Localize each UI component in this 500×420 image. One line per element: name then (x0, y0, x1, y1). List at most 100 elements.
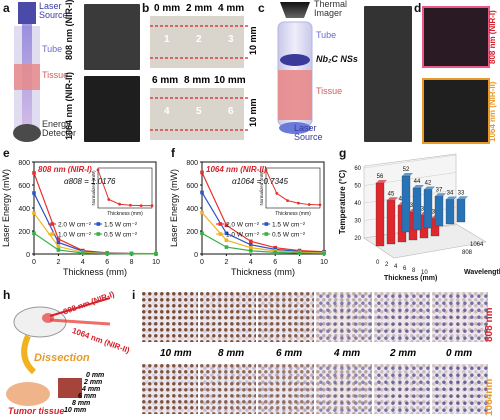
histology-tile-0-4 (374, 292, 430, 342)
g-ztick-3: 50 (354, 184, 361, 190)
g-xtick-4: 8 (412, 268, 416, 274)
e-legend-label-1: 1.5 W cm⁻² (104, 222, 138, 229)
f-legend-label-0: 2.0 W cm⁻² (226, 222, 260, 229)
photo-808-setup (84, 4, 140, 70)
g-bar-top-1-2 (424, 186, 435, 190)
e-xlabel: Thickness (mm) (63, 267, 127, 277)
f-xtick-label-0: 0 (200, 259, 204, 266)
e-legend-label-2: 1.0 W cm⁻² (58, 232, 92, 239)
g-grid-4 (363, 154, 457, 169)
g-bar-0-0 (375, 182, 385, 247)
f-point-3-2 (249, 248, 253, 253)
g-bar-1-1 (412, 187, 422, 231)
d-808-label: 808 nm (NIR-I) (488, 10, 497, 64)
e-point-2-0 (32, 211, 36, 215)
f-inset-point-5 (318, 203, 322, 207)
e-legend-marker-0 (50, 222, 55, 226)
f-point-3-5 (322, 251, 326, 256)
g-bar-label-1-3: 37 (436, 187, 443, 193)
b-bot-num-1: 5 (196, 106, 202, 117)
f-legend-marker-3 (264, 232, 269, 236)
f-inset-line (265, 169, 321, 206)
e-inset-frame (97, 167, 153, 209)
g-ztick-1: 30 (354, 219, 361, 225)
laser-source-c-label: Laser Source (294, 123, 323, 142)
histology-tile-1-2 (258, 364, 314, 414)
f-point-2-0 (200, 210, 204, 215)
panel-f: f 1064 nm (NIR-II) 0 200 400 600 800 0 2 4 6 8 10 Th… (168, 146, 336, 286)
f-xtick-label-2: 4 (249, 259, 253, 266)
f-legend-label-3: 0.5 W cm⁻² (272, 232, 306, 239)
e-point-3-1 (56, 248, 61, 252)
g-bar-label-1-2: 42 (425, 181, 432, 187)
g-xtick-2: 4 (394, 264, 398, 270)
h-thick-1: 2 mm (84, 379, 103, 386)
e-point-3-3 (105, 251, 109, 256)
panel-label-e: e (3, 146, 10, 160)
e-inset-point-4 (139, 204, 143, 208)
b-top-num-1: 2 (196, 34, 202, 45)
e-inset-xlabel: Thickness (mm) (107, 211, 143, 217)
f-point-1-0 (200, 190, 204, 195)
panel-label-f: f (171, 146, 175, 160)
g-bar-label-0-1: 45 (388, 191, 395, 197)
g-ztick-2: 40 (354, 201, 361, 207)
g-bar-top-0-0 (376, 180, 387, 183)
photo-b-bottom (150, 88, 244, 140)
f-title: 1064 nm (NIR-II) (206, 165, 267, 174)
nb2c-label: Nb₂C NSs (316, 54, 358, 64)
chart-f-svg: 1064 nm (NIR-II) 0 200 400 600 800 0 2 4 6 8 10 Thic… (169, 160, 328, 277)
i-mid-label-0: 10 mm (160, 348, 192, 359)
b-top-thick-1: 2 mm (186, 3, 213, 14)
f-point-3-4 (297, 251, 302, 255)
energy-detector (13, 124, 41, 142)
g-bar-1-5 (456, 199, 466, 223)
g-xtick-5: 10 (421, 270, 428, 276)
h-thick-2: 4 mm (82, 386, 101, 393)
histology-tile-0-3 (316, 292, 372, 342)
histology-tile-1-5 (432, 364, 488, 414)
g-xtick-0: 0 (376, 260, 380, 266)
dissection-arrow (21, 334, 37, 375)
f-point-2-1 (224, 238, 229, 242)
laser-808-beam (49, 297, 111, 317)
e-ytick-label-1: 200 (18, 229, 30, 236)
i-mid-label-4: 2 mm (390, 348, 417, 359)
e-point-0-1 (56, 237, 61, 241)
f-legend-label-1: 1.5 W cm⁻² (272, 222, 306, 229)
g-bar-top-1-0 (402, 173, 413, 176)
e-legend-label-3: 0.5 W cm⁻² (104, 232, 138, 239)
f-legend-marker-2 (218, 232, 223, 236)
g-bar-label-1-0: 52 (403, 167, 410, 173)
f-xtick-label-1: 2 (224, 259, 228, 266)
d-1064-thermal-grid (422, 78, 490, 144)
e-inset-point-1 (107, 198, 111, 201)
panel-a: a Laser Source Tube Tissue Energy Detect… (0, 0, 88, 144)
e-point-3-4 (129, 251, 134, 256)
e-ytick-label-4: 800 (18, 160, 30, 167)
e-ytick-label-0: 0 (26, 252, 30, 259)
i-1064-side: 1064nm (484, 378, 495, 416)
dissection-label: Dissection (34, 352, 90, 364)
d-808-thermal-grid (422, 6, 490, 68)
panel-c-schematic (277, 2, 313, 134)
e-annotation: α808 = 1.0176 (64, 177, 116, 186)
d-1064-label: 1064 nm (NIR-II) (488, 81, 497, 142)
e-ytick-label-2: 400 (18, 206, 30, 213)
photo-1064-setup (84, 76, 140, 142)
e-inset-point-5 (150, 204, 154, 208)
f-xtick-label-3: 6 (273, 259, 277, 266)
b-bot-num-2: 6 (228, 106, 234, 117)
f-legend-marker-1 (264, 222, 269, 226)
panel-label-b: b (142, 1, 150, 15)
f-ytick-label-0: 0 (194, 252, 198, 259)
nb2c-nanosheets (280, 54, 310, 66)
f-legend-marker-0 (218, 222, 223, 226)
f-series-line-3 (201, 232, 325, 255)
histology-tile-0-0 (142, 292, 198, 342)
e-inset-point-2 (118, 202, 121, 206)
g-bar-top-1-5 (457, 196, 468, 200)
histology-tile-1-3 (316, 364, 372, 414)
b-scale-top: 10 mm (248, 26, 258, 55)
